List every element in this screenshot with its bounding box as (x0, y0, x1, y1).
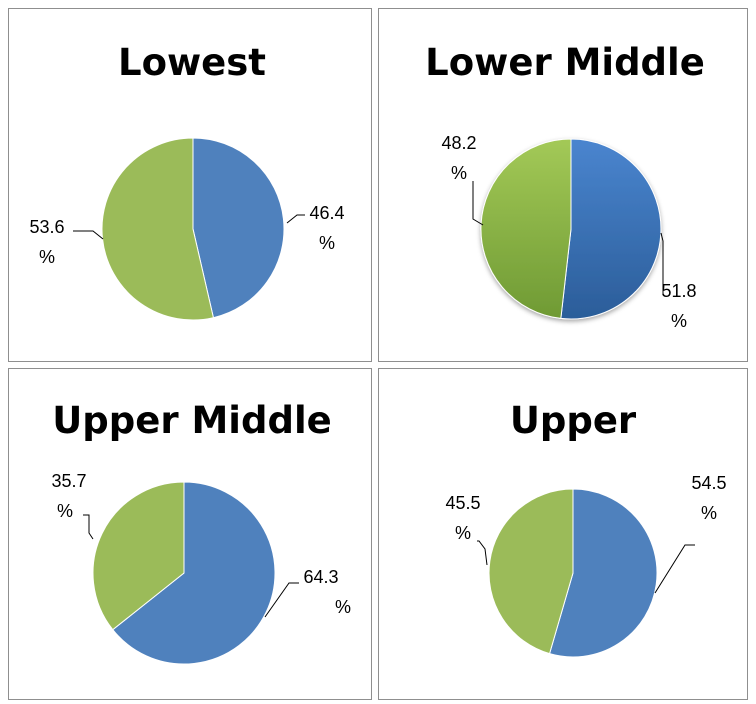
chart-title: Upper Middle (52, 399, 332, 442)
pie-slices (92, 481, 276, 665)
slice-label-green-value: 45.5 (445, 493, 480, 513)
pie-slice-blue (192, 137, 285, 319)
pie-slice-green (92, 481, 185, 631)
slice-label-blue-unit: % (319, 233, 335, 253)
pie-chart-upper: Upper 45.5 % 54.5 % (445, 399, 727, 658)
slice-label-blue-value: 64.3 (303, 567, 338, 587)
chart-title: Upper (510, 399, 637, 442)
chart-title: Lowest (118, 41, 266, 84)
slice-label-blue-value: 46.4 (309, 203, 344, 223)
pie-slices (480, 138, 662, 320)
slice-label-green-value: 53.6 (29, 217, 64, 237)
chart-panel-upper: Upper 45.5 % 54.5 % (378, 368, 748, 700)
pie-slice-blue (112, 481, 276, 665)
slice-label-blue-unit: % (671, 311, 687, 331)
slice-label-green-unit: % (451, 163, 467, 183)
leader-line-blue (654, 544, 695, 594)
leader-line-green (472, 181, 484, 226)
pie-slices (101, 137, 285, 321)
leader-line-blue (286, 214, 305, 224)
pie-chart-lowest: Lowest 46.4 % 53.6 % (29, 41, 345, 321)
leader-line-green (83, 514, 94, 540)
slice-label-green-unit: % (57, 501, 73, 521)
leader-line-green (73, 230, 104, 240)
chart-title: Lower Middle (425, 41, 705, 84)
slice-label-green-value: 35.7 (51, 471, 86, 491)
slice-label-blue-unit: % (701, 503, 717, 523)
pie-chart-upper-middle: Upper Middle 35.7 % 64.3 % (51, 399, 351, 665)
slice-label-blue-value: 54.5 (691, 473, 726, 493)
slice-label-green-unit: % (455, 523, 471, 543)
chart-panel-lowest: Lowest 46.4 % 53.6 % (8, 8, 372, 362)
pie-slice-green (480, 138, 572, 319)
pie-slices (488, 488, 658, 658)
slice-label-green-value: 48.2 (441, 133, 476, 153)
pie-chart-lower-middle: Lower Middle 48.2 % 51.8 % (425, 41, 705, 331)
slice-label-blue-unit: % (335, 597, 351, 617)
chart-panel-lower-middle: Lower Middle 48.2 % 51.8 % (378, 8, 748, 362)
pie-slice-green (488, 488, 574, 655)
leader-line-blue (660, 232, 664, 295)
chart-panel-upper-middle: Upper Middle 35.7 % 64.3 % (8, 368, 372, 700)
leader-line-blue (264, 582, 299, 618)
slice-label-blue-value: 51.8 (661, 281, 696, 301)
pie-slice-blue (560, 138, 662, 320)
pie-slice-blue (548, 488, 658, 658)
leader-line-green (477, 540, 488, 566)
slice-label-green-unit: % (39, 247, 55, 267)
